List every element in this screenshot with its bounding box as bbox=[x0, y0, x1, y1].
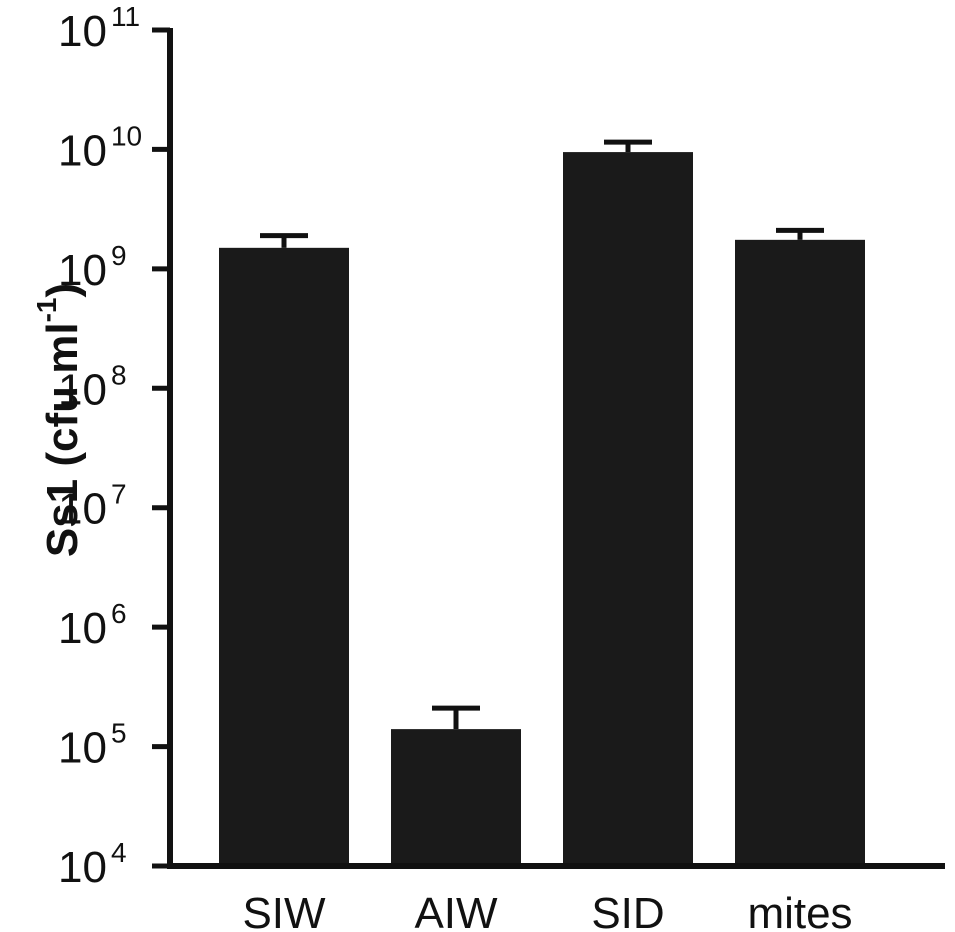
y-tick-label-exponent: 8 bbox=[111, 359, 127, 390]
x-category-label: SID bbox=[591, 889, 664, 932]
y-tick-label-exponent: 7 bbox=[111, 479, 127, 510]
y-tick-label-exponent: 11 bbox=[111, 1, 140, 32]
y-tick-label: 10 5 bbox=[58, 718, 127, 773]
y-tick-label: 10 10 bbox=[58, 120, 142, 175]
bar bbox=[563, 152, 693, 867]
bars-layer bbox=[219, 152, 865, 867]
y-axis-title-close: ) bbox=[38, 283, 87, 298]
y-tick-label-base: 10 bbox=[58, 843, 107, 892]
error-bars-layer bbox=[260, 139, 824, 730]
bar bbox=[735, 239, 865, 867]
bar bbox=[219, 247, 349, 867]
x-category-label: AIW bbox=[414, 889, 498, 932]
y-tick-label-exponent: 5 bbox=[111, 718, 127, 749]
bar bbox=[391, 729, 521, 866]
y-tick-label-exponent: 4 bbox=[111, 837, 127, 868]
y-tick-label-base: 10 bbox=[58, 724, 107, 773]
y-tick-label: 10 8 bbox=[58, 359, 127, 414]
y-tick-label-exponent: 10 bbox=[111, 120, 142, 151]
y-tick-label: 10 6 bbox=[58, 598, 127, 653]
y-tick-label: 10 9 bbox=[58, 240, 127, 295]
y-axis-title: Ss1 (cfu ml-1) bbox=[31, 283, 86, 557]
x-category-labels: SIW AIW SID mites bbox=[242, 889, 852, 932]
y-tick-label-base: 10 bbox=[58, 485, 107, 534]
x-category-label: mites bbox=[747, 889, 852, 932]
svg-text:Ss1 (cfu ml-1): Ss1 (cfu ml-1) bbox=[31, 283, 86, 557]
y-tick-label-exponent: 9 bbox=[111, 240, 127, 271]
y-axis-title-superscript: -1 bbox=[31, 298, 62, 323]
axes-layer bbox=[152, 27, 945, 869]
x-category-label: SIW bbox=[242, 889, 326, 932]
y-tick-label-base: 10 bbox=[58, 126, 107, 175]
y-tick-label: 10 11 bbox=[58, 1, 140, 56]
y-tick-label-base: 10 bbox=[58, 7, 107, 56]
y-tick-label-exponent: 6 bbox=[111, 598, 127, 629]
y-axis-title-text: Ss1 (cfu ml bbox=[38, 322, 87, 557]
y-tick-label-base: 10 bbox=[58, 604, 107, 653]
y-tick-label: 10 4 bbox=[58, 837, 127, 892]
y-tick-label-base: 10 bbox=[58, 365, 107, 414]
y-tick-label-base: 10 bbox=[58, 246, 107, 295]
y-tick-label: 10 7 bbox=[58, 479, 127, 534]
